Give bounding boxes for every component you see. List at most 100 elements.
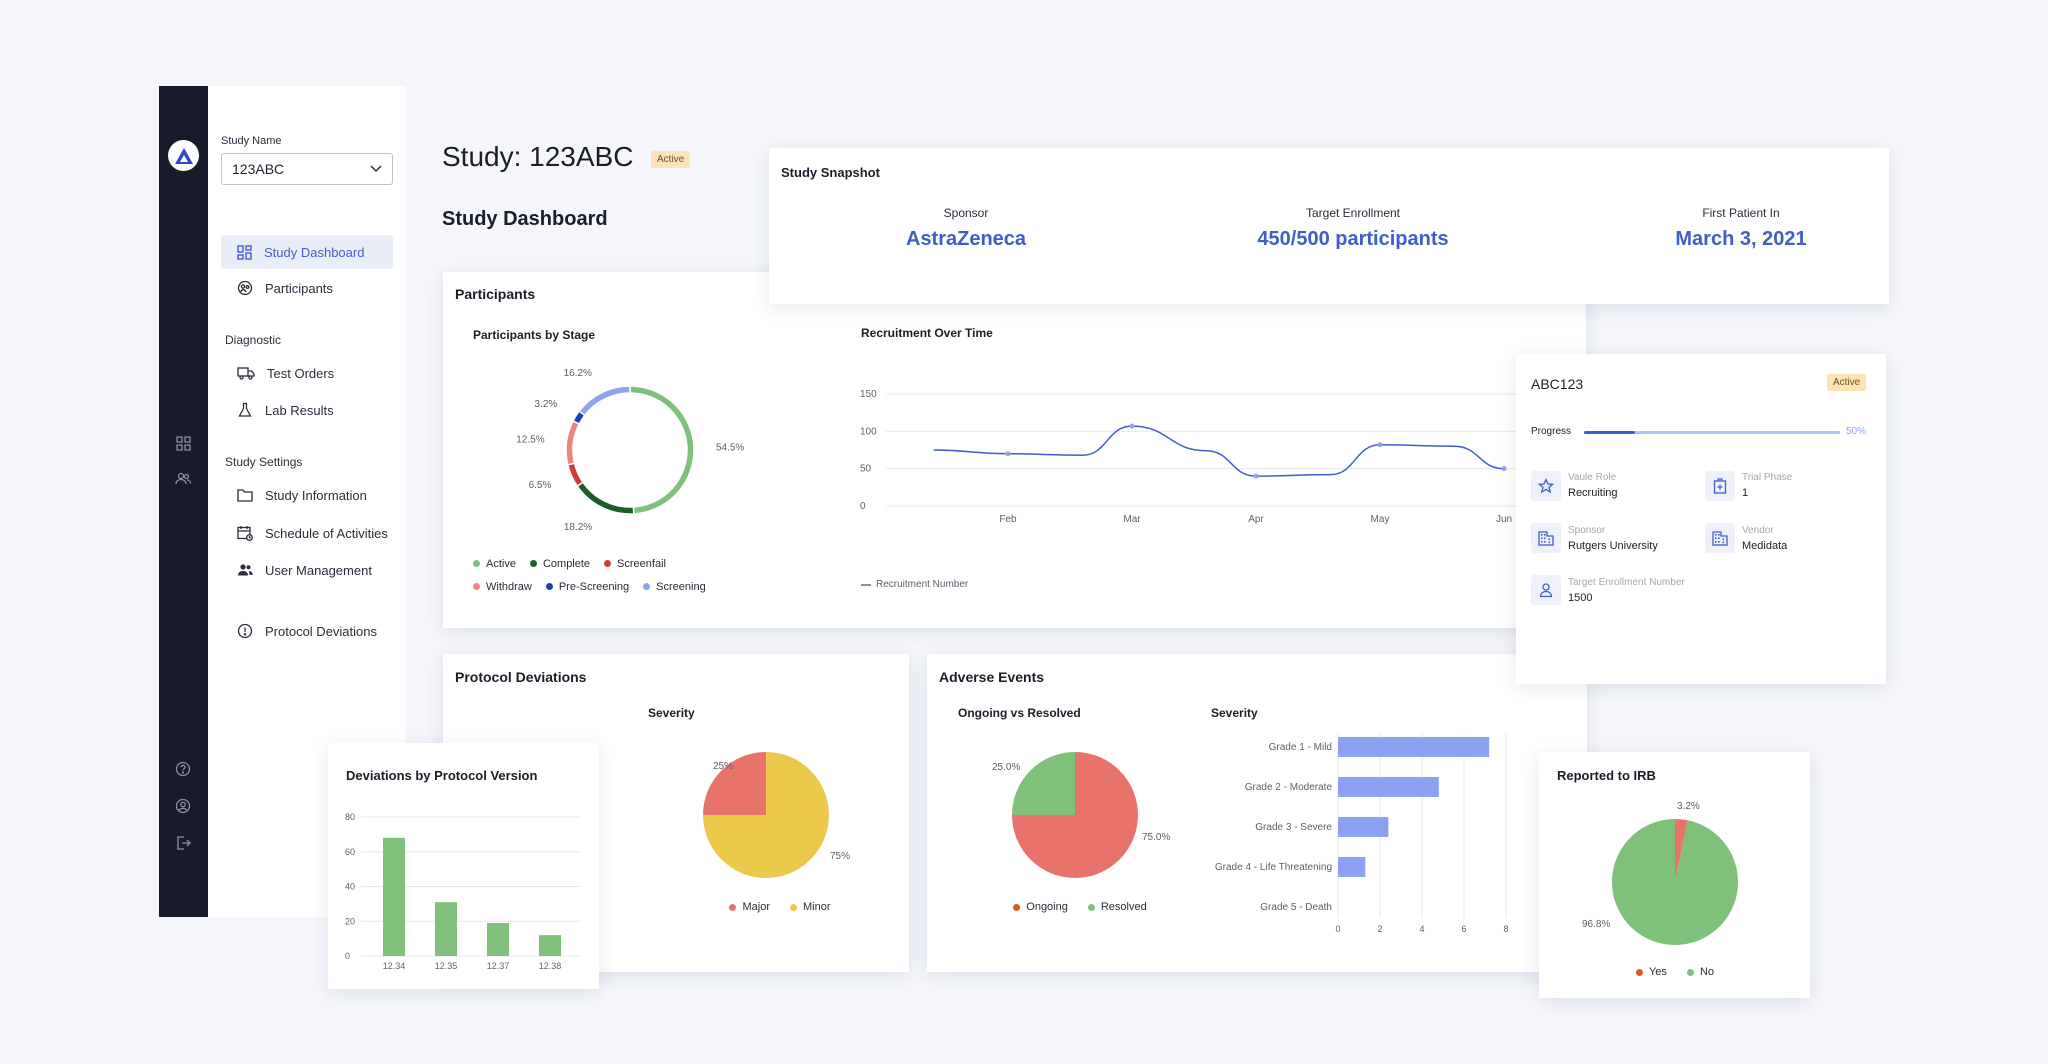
legend-item: Minor: [790, 899, 831, 915]
pie-slice: [703, 752, 766, 815]
legend-label: Yes: [1648, 966, 1667, 978]
legend-label: Screenfail: [617, 557, 666, 570]
icon-rail: [159, 86, 208, 917]
legend-item: Screening: [643, 578, 706, 595]
participants-by-stage-title: Participants by Stage: [473, 328, 596, 342]
field-key: Trial Phase: [1742, 472, 1793, 483]
x-tick-label: 12.34: [383, 961, 406, 971]
progress-label: Progress: [1531, 426, 1572, 437]
sidebar-item-study-information[interactable]: Study Information: [221, 478, 393, 512]
x-tick-label: Jun: [1496, 514, 1512, 525]
users-icon[interactable]: [174, 470, 192, 488]
legend-item: Major: [729, 899, 770, 915]
legend-item: Complete: [529, 555, 591, 572]
y-tick-label: 0: [860, 501, 866, 512]
x-tick-label: 8: [1503, 924, 1508, 934]
bar: [539, 935, 561, 956]
recruitment-legend: Recruitment Number: [861, 579, 968, 590]
y-tick-label: 0: [345, 951, 350, 961]
study-card-title: ABC123: [1531, 376, 1584, 392]
app-logo[interactable]: [168, 140, 199, 171]
legend-label: Recruitment Number: [876, 579, 969, 590]
sidebar-item-label: Study Dashboard: [264, 244, 365, 260]
bar: [1338, 817, 1389, 837]
ae-severity-title: Severity: [1211, 706, 1258, 720]
chevron-down-icon: [370, 165, 382, 173]
pie-value-label: 25%: [713, 761, 733, 772]
legend-item: Screenfail: [604, 555, 666, 572]
legend-line-swatch: [861, 583, 871, 586]
pie-slice: [703, 752, 829, 878]
building-icon: [1531, 523, 1561, 553]
field-key: Sponsor: [1568, 525, 1606, 536]
field-value: 1500: [1568, 592, 1593, 604]
bar: [1338, 737, 1490, 757]
study-card-status-badge: Active: [1827, 374, 1867, 391]
irb-legend: Yes No: [1600, 964, 1750, 980]
sidebar-item-participants[interactable]: Participants: [221, 271, 393, 305]
snapshot-first-patient-label: First Patient In: [1702, 206, 1780, 220]
data-point: [1129, 423, 1135, 429]
participants-card: [443, 272, 1586, 628]
x-tick-label: 6: [1461, 924, 1466, 934]
pie-slice: [566, 462, 585, 488]
study-snapshot-card: [769, 148, 1889, 304]
users-icon: [238, 564, 253, 576]
sidebar-item-label: Schedule of Activities: [265, 525, 388, 541]
legend-label: Pre-Screening: [558, 580, 630, 593]
deviations-by-version-title: Deviations by Protocol Version: [346, 768, 538, 783]
bar: [487, 922, 509, 956]
legend-item: Resolved: [1087, 899, 1147, 915]
sidebar-item-schedule-of-activities[interactable]: Schedule of Activities: [221, 516, 393, 550]
field-value: Recruiting: [1568, 487, 1618, 499]
logout-icon[interactable]: [174, 834, 192, 852]
pie-slice: [1675, 819, 1688, 882]
legend-label: Complete: [542, 557, 591, 570]
y-tick-label: Grade 1 - Mild: [1269, 742, 1332, 753]
sidebar-item-lab-results[interactable]: Lab Results: [221, 393, 393, 427]
folder-icon: [237, 489, 253, 502]
legend-item: Pre-Screening: [545, 578, 630, 595]
pie-value-label: 3.2%: [1677, 801, 1700, 812]
recruitment-line-chart: 150 100 50 0 Feb Mar Apr May Jun: [860, 389, 1520, 525]
sidebar-item-protocol-deviations[interactable]: Protocol Deviations: [221, 614, 393, 648]
data-point: [1377, 442, 1383, 448]
section-diagnostic: Diagnostic: [225, 333, 282, 347]
legend-dot: [1635, 968, 1643, 976]
account-icon[interactable]: [174, 797, 192, 815]
legend-dot: [790, 903, 797, 911]
legend-item: Ongoing: [1013, 899, 1068, 915]
x-tick-label: 4: [1419, 924, 1424, 934]
study-name-label: Study Name: [221, 135, 282, 147]
protocol-deviations-title: Protocol Deviations: [455, 669, 587, 685]
x-tick-label: 2: [1377, 924, 1382, 934]
sidebar-item-label: Test Orders: [267, 365, 335, 381]
y-tick-label: Grade 4 - Life Threatening: [1215, 862, 1332, 873]
participants-title: Participants: [455, 286, 536, 302]
sidebar-item-label: Study Information: [265, 487, 367, 503]
truck-icon: [237, 367, 255, 380]
legend-label: Screening: [656, 580, 706, 593]
building-icon: [1705, 523, 1735, 553]
sidebar-item-test-orders[interactable]: Test Orders: [221, 356, 393, 390]
study-snapshot-title: Study Snapshot: [781, 165, 880, 180]
grid-icon[interactable]: [174, 434, 192, 452]
help-icon[interactable]: [174, 760, 192, 778]
progress-value: 50%: [1846, 426, 1867, 437]
pie-value-label: 6.5%: [529, 480, 552, 491]
y-tick-label: Grade 5 - Death: [1260, 902, 1332, 913]
page-title: Study: 123ABC: [442, 141, 634, 172]
sidebar-item-user-management[interactable]: User Management: [221, 553, 393, 587]
sidebar-item-study-dashboard[interactable]: Study Dashboard: [221, 235, 393, 269]
legend-label: Resolved: [1100, 901, 1147, 913]
study-select[interactable]: 123ABC: [221, 153, 393, 185]
field-value: Medidata: [1742, 540, 1788, 552]
y-tick-label: Grade 2 - Moderate: [1245, 782, 1333, 793]
legend-label: Withdraw: [486, 580, 532, 593]
pie-value-label: 54.5%: [716, 442, 744, 453]
legend-dot: [545, 583, 553, 590]
y-tick-label: Grade 3 - Severe: [1255, 822, 1332, 833]
legend-dot: [729, 903, 737, 911]
pie-value-label: 18.2%: [564, 522, 592, 533]
legend-label: Active: [486, 557, 516, 570]
